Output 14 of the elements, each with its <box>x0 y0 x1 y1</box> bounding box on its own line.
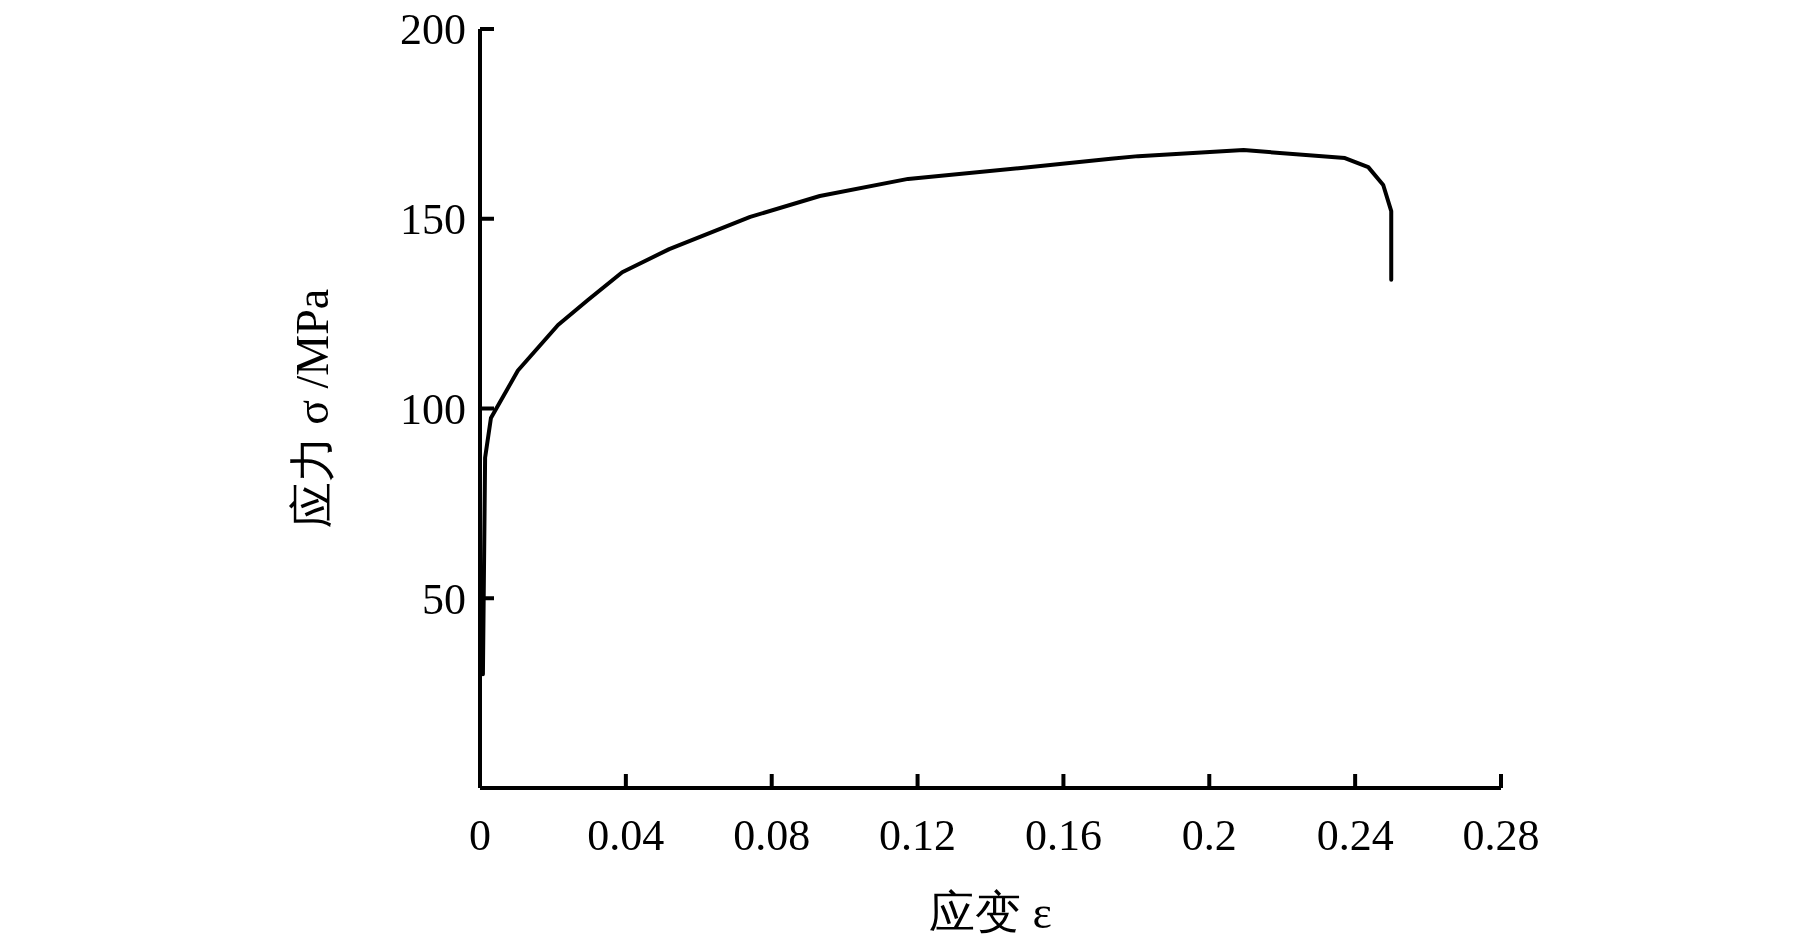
y-axis-title: 应力 σ /MPa <box>287 288 338 529</box>
y-tick-label: 50 <box>422 574 466 624</box>
x-axis-title: 应变 ε <box>929 887 1052 938</box>
y-tick-label: 150 <box>400 195 466 245</box>
x-tick-label: 0.2 <box>1181 811 1237 860</box>
y-tick-label: 100 <box>400 384 466 434</box>
y-tick-label: 200 <box>400 5 466 55</box>
x-tick-label: 0.16 <box>1024 811 1102 860</box>
x-tick-label: 0.24 <box>1316 811 1394 860</box>
x-tick-label: 0.12 <box>879 811 957 860</box>
x-tick-label: 0.08 <box>733 811 811 860</box>
x-tick-label: 0.28 <box>1462 811 1540 860</box>
x-tick-label: 0 <box>469 811 491 860</box>
x-tick-label: 0.04 <box>587 811 665 860</box>
